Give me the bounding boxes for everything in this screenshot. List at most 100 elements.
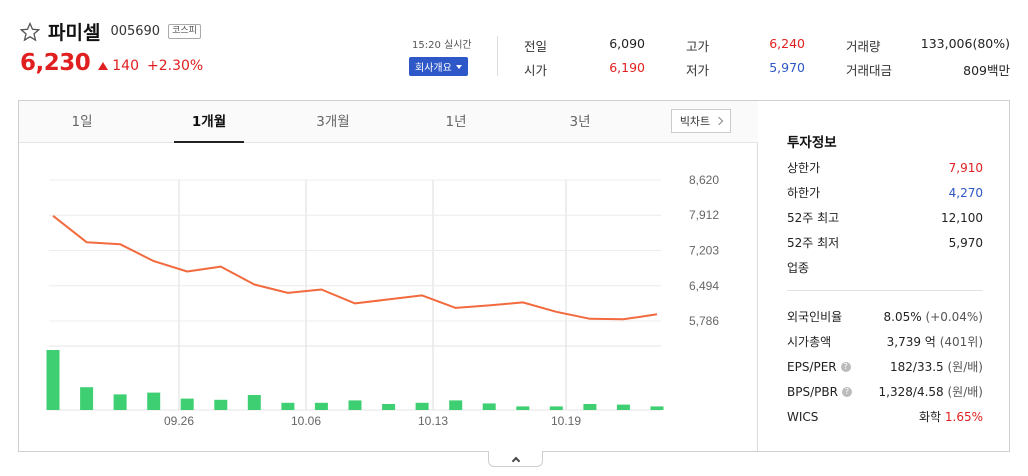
- info-value: 4,270: [948, 185, 983, 200]
- market-badge: 코스피: [168, 24, 201, 39]
- x-axis-label: 09.26: [164, 414, 194, 428]
- volume-bar: [583, 404, 597, 410]
- favorite-star-icon[interactable]: [20, 21, 40, 42]
- info-value: 3,739 억 (401위): [886, 335, 983, 349]
- info-value: 화학 1.65%: [918, 410, 983, 424]
- x-axis-label: 10.13: [418, 414, 448, 428]
- info-label: 시가총액: [787, 335, 832, 349]
- chart-area: 1일 1개월 3개월 1년 3년 빅차트 8,620 7,912 7,203 6,49…: [19, 101, 758, 451]
- volume-bar: [80, 387, 94, 410]
- volume-bar: [650, 406, 664, 410]
- volume-bar: [281, 402, 295, 410]
- info-value: 5,970: [948, 235, 983, 250]
- quote-value: 6,090: [609, 36, 645, 51]
- volume-bar: [147, 392, 161, 410]
- info-value: 8.05% (+0.04%): [883, 309, 984, 324]
- info-subvalue: (401위): [939, 335, 983, 349]
- info-subvalue: (원/배): [947, 360, 984, 374]
- quote-value: 5,970: [769, 60, 805, 75]
- help-icon[interactable]: ?: [841, 386, 852, 397]
- investment-info: 투자정보 상한가 7,910 하한가 4,270 52주 최고 12,100 52주 최저 5…: [759, 101, 1009, 451]
- info-row: 시가총액 3,739 억 (401위): [787, 333, 983, 350]
- info-row: 외국인비율 8.05% (+0.04%): [787, 308, 983, 325]
- info-subvalue: (+0.04%): [925, 309, 983, 324]
- info-divider: [787, 290, 983, 291]
- volume-bar: [247, 395, 261, 410]
- help-icon[interactable]: ?: [840, 361, 851, 372]
- info-row: 하한가 4,270: [787, 184, 983, 201]
- tab-1day[interactable]: 1일: [71, 114, 93, 130]
- info-row: 52주 최고 12,100: [787, 209, 983, 226]
- volume-bar: [616, 404, 630, 410]
- change-amount: 140: [112, 58, 139, 74]
- volume-bar: [516, 406, 530, 410]
- price-block: 6,230 140 +2.30%: [20, 50, 203, 76]
- x-axis-label: 10.06: [291, 414, 321, 428]
- stock-code: 005690: [110, 24, 161, 39]
- volume-bar: [214, 399, 228, 410]
- quote-label: 고가: [686, 39, 710, 54]
- change-rate: +2.30%: [147, 58, 204, 74]
- info-label: 52주 최고: [787, 211, 840, 225]
- quote-value: 6,190: [609, 60, 645, 75]
- quote-value: 133,006(80%): [920, 36, 1010, 51]
- price-tick-label: 6,494: [689, 279, 719, 293]
- realtime-label: 15:20 실시간: [412, 40, 472, 51]
- info-label: 외국인비율: [787, 310, 843, 324]
- company-overview-label: 회사개요: [415, 63, 452, 74]
- caret-down-icon: [455, 64, 462, 69]
- quote-value: 6,240: [769, 36, 805, 51]
- info-label: BPS/PBR?: [787, 385, 852, 399]
- tab-3month[interactable]: 3개월: [316, 114, 350, 130]
- volume-bar: [482, 403, 496, 410]
- info-label: EPS/PER?: [787, 360, 851, 374]
- quote-label: 저가: [686, 63, 710, 78]
- stock-chart-panel: 1일 1개월 3개월 1년 3년 빅차트 8,620 7,912 7,203 6,49…: [18, 100, 1010, 452]
- period-tabs: 1일 1개월 3개월 1년 3년 빅차트: [19, 101, 758, 143]
- volume-bar: [449, 400, 463, 410]
- quote-label: 거래량: [846, 39, 881, 54]
- info-value: 1,328/4.58 (원/배): [878, 385, 983, 399]
- info-row: 상한가 7,910: [787, 159, 983, 176]
- info-label: 하한가: [787, 186, 821, 200]
- current-price: 6,230: [20, 50, 91, 76]
- info-value: 7,910: [948, 160, 983, 175]
- info-row: 52주 최저 5,970: [787, 234, 983, 251]
- tab-3year[interactable]: 3년: [569, 114, 591, 130]
- info-label: 업종: [787, 261, 810, 275]
- volume-bar: [348, 400, 362, 410]
- price-chart: 8,620 7,912 7,203 6,494 5,786 09.26 10.06 10.13…: [46, 173, 719, 428]
- info-label: 52주 최저: [787, 236, 840, 250]
- chevron-right-icon: [714, 116, 724, 126]
- price-tick-label: 7,912: [689, 208, 719, 222]
- price-tick-label: 8,620: [689, 173, 719, 187]
- info-row: 업종: [787, 259, 983, 276]
- quote-label: 거래대금: [846, 63, 893, 78]
- info-label: 상한가: [787, 161, 821, 175]
- info-title: 투자정보: [787, 135, 837, 151]
- info-row: EPS/PER? 182/33.5 (원/배): [787, 358, 983, 375]
- header-divider: [497, 36, 498, 76]
- collapse-button[interactable]: [488, 451, 543, 467]
- big-chart-label: 빅차트: [679, 115, 711, 128]
- volume-bar: [314, 402, 328, 410]
- info-value: 12,100: [941, 210, 983, 225]
- volume-bar: [180, 398, 194, 410]
- info-value: 182/33.5 (원/배): [890, 360, 984, 374]
- quote-value: 809백만: [963, 63, 1010, 78]
- volume-bar: [46, 350, 60, 410]
- price-change: 140 +2.30%: [98, 58, 203, 74]
- volume-bar: [382, 404, 396, 410]
- volume-bar: [113, 394, 127, 410]
- info-label: WICS: [787, 409, 819, 424]
- info-row: BPS/PBR? 1,328/4.58 (원/배): [787, 383, 983, 400]
- info-subvalue: 1.65%: [944, 410, 983, 424]
- company-overview-button[interactable]: 회사개요: [409, 57, 468, 76]
- big-chart-button[interactable]: 빅차트: [671, 109, 731, 133]
- stock-name: 파미셀: [48, 22, 101, 44]
- price-tick-label: 5,786: [689, 314, 719, 328]
- quote-label: 시가: [524, 63, 548, 78]
- tab-1month[interactable]: 1개월: [174, 101, 244, 143]
- tab-1year[interactable]: 1년: [445, 114, 467, 130]
- stock-title: 파미셀 005690 코스피: [20, 18, 201, 45]
